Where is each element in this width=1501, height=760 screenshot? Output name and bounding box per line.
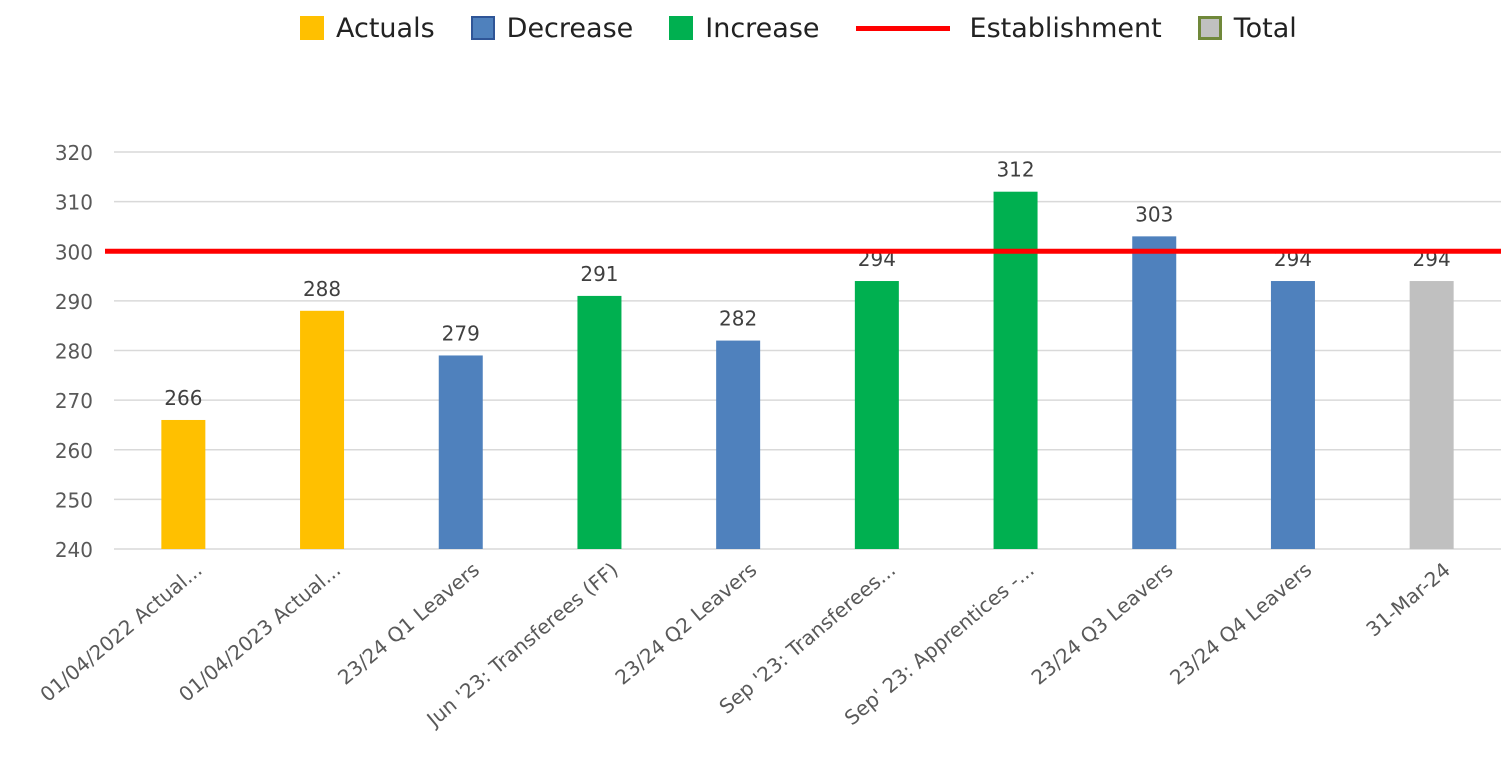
y-tick-label: 290	[55, 290, 93, 314]
legend-label: Total	[1233, 12, 1297, 44]
x-tick-label: 31-Mar-24	[1361, 557, 1454, 641]
legend-label: Increase	[705, 12, 820, 44]
data-label: 266	[164, 386, 202, 410]
decrease-swatch-icon	[470, 16, 495, 40]
y-tick-label: 310	[55, 191, 93, 215]
bar	[577, 295, 622, 549]
y-tick-label: 300	[55, 240, 93, 264]
legend-item-decrease: Decrease	[470, 12, 634, 44]
bar	[716, 340, 761, 549]
y-tick-label: 270	[55, 389, 93, 413]
bar	[161, 419, 206, 549]
legend-label: Establishment	[969, 12, 1162, 44]
y-tick-label: 280	[55, 340, 93, 364]
y-tick-label: 260	[55, 439, 93, 463]
legend-item-actuals: Actuals	[300, 13, 435, 44]
x-tick-label: 23/24 Q1 Leavers	[333, 557, 484, 689]
data-label: 288	[303, 277, 341, 301]
bar	[1270, 281, 1315, 549]
bar	[993, 191, 1038, 549]
bar	[300, 310, 345, 549]
legend-label: Decrease	[506, 12, 634, 44]
x-tick-label: 23/24 Q4 Leavers	[1165, 557, 1316, 689]
legend-item-establishment: Establishment	[855, 12, 1162, 44]
x-tick-label: 23/24 Q3 Leavers	[1026, 557, 1177, 689]
data-label: 279	[442, 321, 480, 345]
x-tick-label: 23/24 Q2 Leavers	[610, 557, 761, 689]
bar	[854, 281, 899, 549]
establishment-line-swatch-icon	[855, 25, 950, 31]
increase-swatch-icon	[669, 16, 694, 40]
data-label: 291	[580, 262, 618, 286]
legend-label: Actuals	[336, 12, 435, 44]
legend: Actuals Decrease Increase Establishment …	[300, 6, 1333, 50]
y-tick-label: 320	[55, 141, 93, 165]
actuals-swatch-icon	[300, 16, 324, 40]
bar	[1132, 236, 1177, 550]
y-tick-label: 250	[55, 488, 93, 512]
legend-item-total: Total	[1197, 12, 1297, 44]
legend-item-increase: Increase	[669, 12, 820, 44]
bar	[1409, 281, 1454, 549]
bar	[438, 355, 483, 549]
total-swatch-icon	[1197, 16, 1222, 40]
data-label: 282	[719, 307, 757, 331]
y-tick-label: 240	[55, 538, 93, 562]
data-label: 303	[1135, 202, 1173, 226]
data-label: 312	[996, 158, 1034, 182]
